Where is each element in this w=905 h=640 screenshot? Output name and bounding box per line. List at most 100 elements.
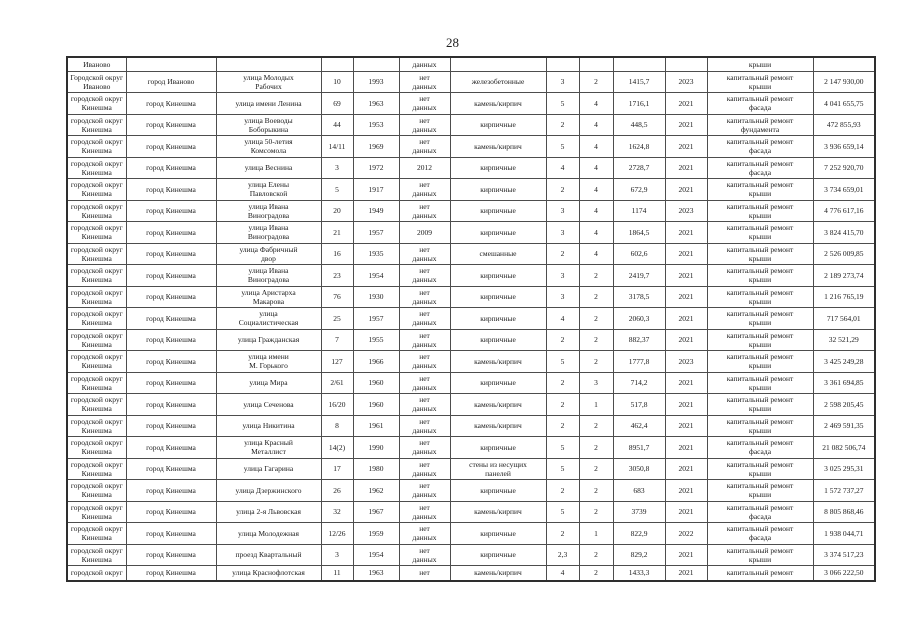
page-number: 28 [446, 35, 459, 50]
table-cell: 2 189 273,74 [812, 264, 876, 287]
table-cell: 1 938 044,71 [812, 522, 876, 545]
table-cell: улица Мира [215, 371, 322, 394]
table-cell: город Кинешма [125, 393, 217, 416]
table-row: городской округ Кинешма город Кинешма улиц… [66, 436, 876, 459]
table-cell: 2 526 009,85 [812, 242, 876, 265]
table-cell: 2 [578, 307, 614, 330]
table-cell: кирпичные [449, 156, 547, 179]
table-cell: 3 [545, 70, 580, 93]
table-cell: 2 469 591,35 [812, 414, 876, 437]
table-cell: улица Гагарина [215, 457, 322, 480]
table-cell: капитальный ремонт [706, 565, 814, 581]
table-cell: капитальный ремонт фасада [706, 156, 814, 179]
table-cell: кирпичные [449, 371, 547, 394]
table-cell: 5 [320, 178, 354, 201]
table-cell: город Кинешма [125, 178, 217, 201]
table-cell: 683 [612, 479, 666, 502]
table-cell: 4 [578, 135, 614, 158]
table-cell [215, 56, 322, 72]
table-cell: железобетонные [449, 70, 547, 93]
table-cell: 2021 [664, 135, 708, 158]
table-cell: 2012 [398, 156, 451, 179]
table-cell: улица Никитина [215, 414, 322, 437]
table-cell: 2021 [664, 371, 708, 394]
table-cell: нет данных [398, 264, 451, 287]
table-cell: 16 [320, 242, 354, 265]
table-cell: 8 805 868,46 [812, 500, 876, 523]
table-cell: нет данных [398, 199, 451, 222]
table-cell: 2 [578, 350, 614, 373]
table-cell: 5 [545, 92, 580, 115]
table-cell: 822,9 [612, 522, 666, 545]
table-cell: городской округ Кинешма [66, 522, 127, 545]
table-cell: городской округ Кинешма [66, 285, 127, 308]
table-cell: город Кинешма [125, 457, 217, 480]
table-cell: кирпичные [449, 113, 547, 136]
table-cell: капитальный ремонт крыши [706, 70, 814, 93]
table-carryover-row: Иваново данных крыши [66, 56, 876, 72]
table-cell: 2 147 930,00 [812, 70, 876, 93]
table-cell: 1433,3 [612, 565, 666, 581]
table-cell: 2009 [398, 221, 451, 244]
table-cell: 23 [320, 264, 354, 287]
table-cell: 517,8 [612, 393, 666, 416]
table-cell: нет данных [398, 414, 451, 437]
table-cell [612, 56, 666, 72]
table-cell: 1963 [352, 565, 400, 581]
table-cell: город Кинешма [125, 307, 217, 330]
table-cell: 2 [578, 500, 614, 523]
table-cell: городской округ Кинешма [66, 543, 127, 566]
table-cell: город Иваново [125, 70, 217, 93]
table-cell: городской округ Кинешма [66, 328, 127, 351]
table-row: городской округ Кинешма город Кинешма улиц… [66, 350, 876, 373]
table-cell: городской округ Кинешма [66, 350, 127, 373]
table-cell: 1624,8 [612, 135, 666, 158]
table-cell: 2021 [664, 393, 708, 416]
table-cell: 1415,7 [612, 70, 666, 93]
table-cell: капитальный ремонт крыши [706, 543, 814, 566]
table-cell: капитальный ремонт фасада [706, 522, 814, 545]
table-cell: 4 [578, 221, 614, 244]
table-cell: нет данных [398, 350, 451, 373]
table-cell: 10 [320, 70, 354, 93]
table-cell: 2023 [664, 199, 708, 222]
table-cell: 127 [320, 350, 354, 373]
table-row: городской округ Кинешма город Кинешма улиц… [66, 500, 876, 523]
table-cell: 2021 [664, 221, 708, 244]
table-cell: 5 [545, 436, 580, 459]
table-cell: 3 025 295,31 [812, 457, 876, 480]
table-cell: город Кинешма [125, 135, 217, 158]
table-cell: 2 598 205,45 [812, 393, 876, 416]
table-cell: город Кинешма [125, 156, 217, 179]
table-cell: 2023 [664, 70, 708, 93]
table-cell: 2 [545, 113, 580, 136]
table-cell: 5 [545, 350, 580, 373]
table-cell: 462,4 [612, 414, 666, 437]
table-cell: 1960 [352, 393, 400, 416]
table-cell: 2022 [664, 522, 708, 545]
table-cell: 4 [545, 156, 580, 179]
table-cell: нет данных [398, 307, 451, 330]
table-cell: 1954 [352, 264, 400, 287]
table-cell: 2021 [664, 285, 708, 308]
table-cell: городской округ Кинешма [66, 92, 127, 115]
table-cell: 4 [578, 92, 614, 115]
table-cell: 829,2 [612, 543, 666, 566]
table-cell: 1993 [352, 70, 400, 93]
table-cell: 3 374 517,23 [812, 543, 876, 566]
table-cell: 1716,1 [612, 92, 666, 115]
table-cell: камень/кирпич [449, 350, 547, 373]
table-cell: городской округ Кинешма [66, 156, 127, 179]
table-cell: 1966 [352, 350, 400, 373]
table-cell: 1930 [352, 285, 400, 308]
table-cell: 717 564,01 [812, 307, 876, 330]
table-row: городской округ Кинешма город Кинешма улиц… [66, 178, 876, 201]
table-cell: 2 [578, 285, 614, 308]
table-cell: 3 [320, 156, 354, 179]
table-cell: капитальный ремонт крыши [706, 479, 814, 502]
table-cell: 17 [320, 457, 354, 480]
table-cell: 1959 [352, 522, 400, 545]
table-cell: 3739 [612, 500, 666, 523]
table-cell: 12/26 [320, 522, 354, 545]
table-cell [664, 56, 708, 72]
